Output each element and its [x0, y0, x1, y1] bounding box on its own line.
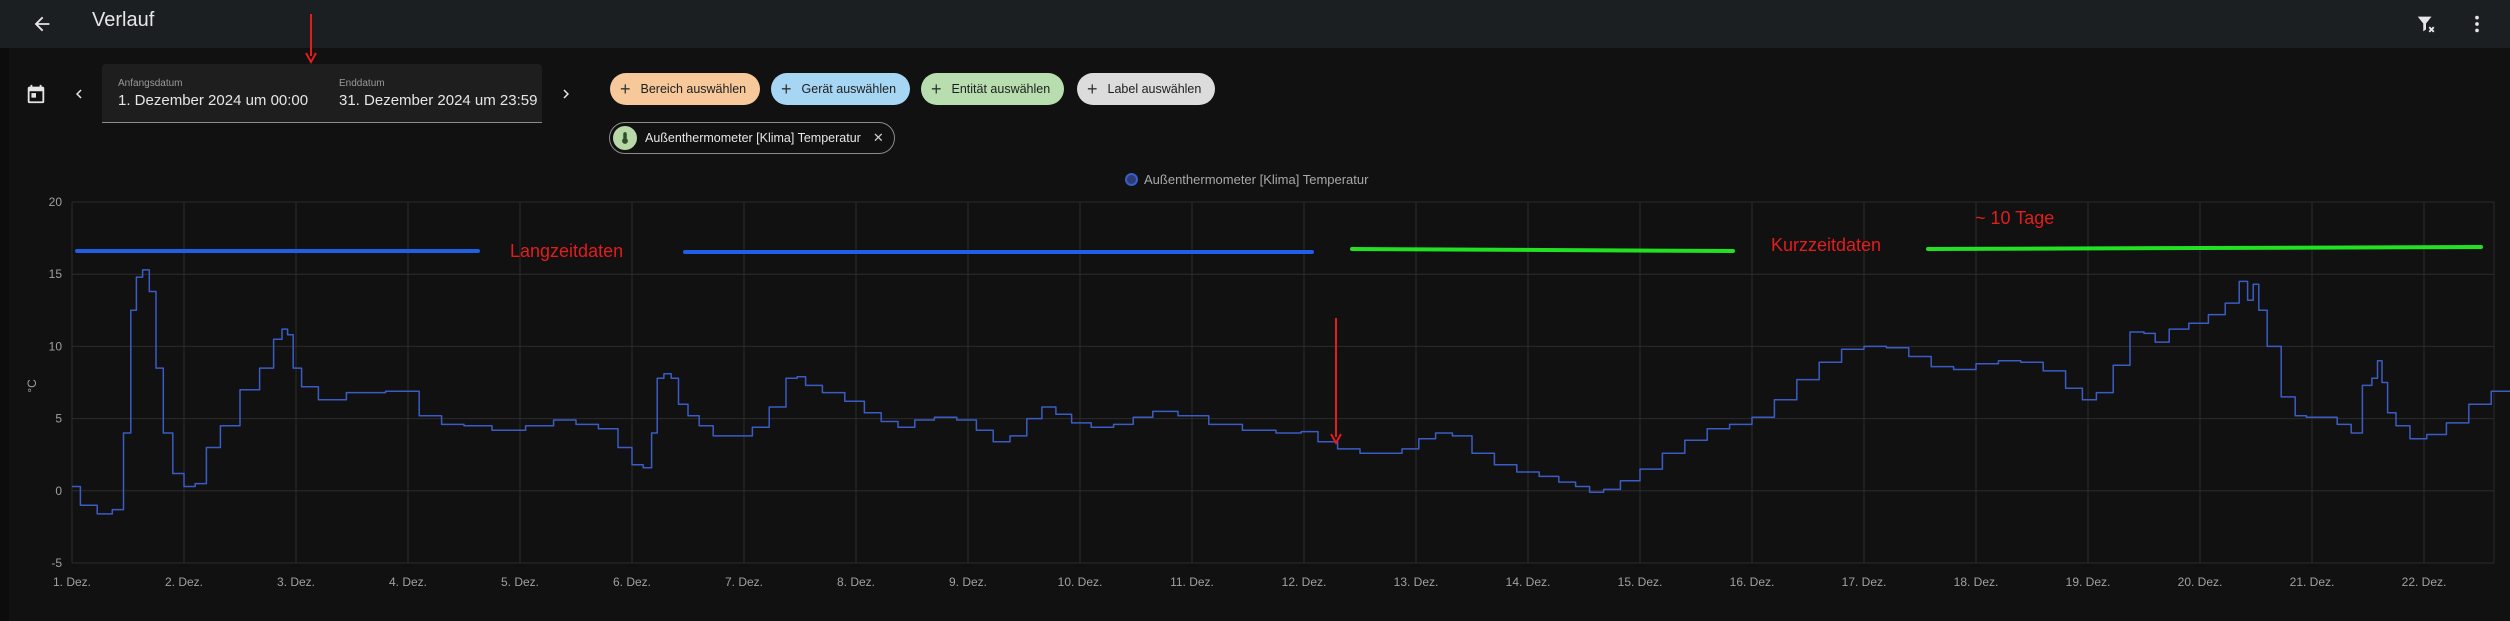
x-tick-label: 10. Dez. [1058, 575, 1103, 589]
top-app-bar: Verlauf [0, 0, 2510, 48]
label-filter-label: Label auswählen [1107, 82, 1202, 96]
chart-legend[interactable]: Außenthermometer [Klima] Temperatur [1125, 169, 1368, 189]
clear-filter-button[interactable] [2410, 8, 2442, 40]
x-tick-label: 16. Dez. [1730, 575, 1775, 589]
annotation-days: ~ 10 Tage [1975, 208, 2055, 228]
y-tick-label: 5 [55, 412, 62, 426]
x-tick-label: 11. Dez. [1170, 575, 1214, 589]
x-tick-label: 13. Dez. [1394, 575, 1439, 589]
x-tick-label: 7. Dez. [725, 575, 763, 589]
filter-remove-icon [2417, 16, 2435, 33]
device-filter-label: Gerät auswählen [801, 82, 897, 96]
chevron-left-icon [76, 89, 82, 99]
area-filter-chip[interactable]: + Bereich auswählen [610, 73, 761, 105]
x-tick-label: 19. Dez. [2066, 575, 2111, 589]
menu-button[interactable] [2461, 8, 2493, 40]
x-tick-label: 1. Dez. [53, 575, 91, 589]
x-tick-label: 20. Dez. [2178, 575, 2223, 589]
back-button[interactable] [26, 8, 58, 40]
arrow-left-icon [34, 16, 50, 32]
arrow-chart-head [1330, 433, 1342, 446]
x-tick-label: 3. Dez. [277, 575, 315, 589]
x-tick-label: 4. Dez. [389, 575, 427, 589]
annotation-long-term: Langzeitdaten [510, 241, 624, 261]
page-title: Verlauf [92, 9, 155, 31]
short-term-line [1926, 245, 2483, 251]
x-tick-label: 5. Dez. [501, 575, 539, 589]
x-tick-label: 18. Dez. [1954, 575, 1999, 589]
x-tick-label: 6. Dez. [613, 575, 651, 589]
device-filter-chip[interactable]: + Gerät auswählen [771, 73, 911, 105]
start-date-label: Anfangsdatum [118, 78, 183, 89]
x-tick-label: 22. Dez. [2402, 575, 2447, 589]
legend-swatch [1125, 172, 1138, 186]
x-tick-label: 21. Dez. [2290, 575, 2335, 589]
dots-vertical-icon [2475, 15, 2479, 33]
calendar-icon [27, 84, 45, 104]
x-tick-label: 15. Dez. [1618, 575, 1663, 589]
x-tick-label: 8. Dez. [837, 575, 875, 589]
plus-icon: + [620, 79, 631, 99]
thermometer-icon [622, 132, 628, 144]
y-axis-label: °C [25, 379, 39, 393]
short-term-line [1350, 247, 1735, 253]
left-edge [0, 48, 9, 621]
arrow-top-head [305, 52, 317, 65]
x-tick-label: 9. Dez. [949, 575, 987, 589]
end-date-label: Enddatum [339, 78, 385, 89]
y-tick-label: -5 [51, 556, 62, 570]
plus-icon: + [1087, 79, 1098, 99]
next-range-button[interactable] [554, 80, 578, 108]
area-filter-label: Bereich auswählen [640, 82, 747, 96]
date-range-picker[interactable]: Anfangsdatum 1. Dezember 2024 um 00:00 E… [102, 64, 542, 123]
x-tick-label: 14. Dez. [1506, 575, 1551, 589]
label-filter-chip[interactable]: + Label auswählen [1077, 73, 1216, 105]
x-tick-label: 2. Dez. [165, 575, 203, 589]
entity-avatar [613, 126, 637, 150]
plus-icon: + [931, 79, 942, 99]
series-line [72, 269, 2510, 515]
x-tick-label: 17. Dez. [1842, 575, 1887, 589]
selected-entity-label: Außenthermometer [Klima] Temperatur [645, 131, 861, 145]
chevron-right-icon [563, 89, 569, 99]
legend-label: Außenthermometer [Klima] Temperatur [1144, 171, 1369, 187]
y-tick-label: 20 [49, 195, 63, 209]
y-tick-label: 10 [49, 339, 63, 353]
entity-filter-chip[interactable]: + Entität auswählen [921, 73, 1065, 105]
annotation-short-term: Kurzzeitdaten [1771, 235, 1882, 255]
selected-entity-chip[interactable]: Außenthermometer [Klima] Temperatur ✕ [609, 122, 895, 154]
plus-icon: + [781, 79, 792, 99]
x-tick-label: 12. Dez. [1282, 575, 1327, 589]
previous-range-button[interactable] [67, 80, 91, 108]
entity-filter-label: Entität auswählen [951, 82, 1051, 96]
close-icon[interactable]: ✕ [872, 130, 884, 145]
start-date-value: 1. Dezember 2024 um 00:00 [118, 92, 309, 109]
end-date-value: 31. Dezember 2024 um 23:59 [339, 92, 538, 109]
calendar-button[interactable] [22, 80, 50, 108]
y-tick-label: 0 [55, 484, 62, 498]
y-tick-label: 15 [49, 267, 63, 281]
